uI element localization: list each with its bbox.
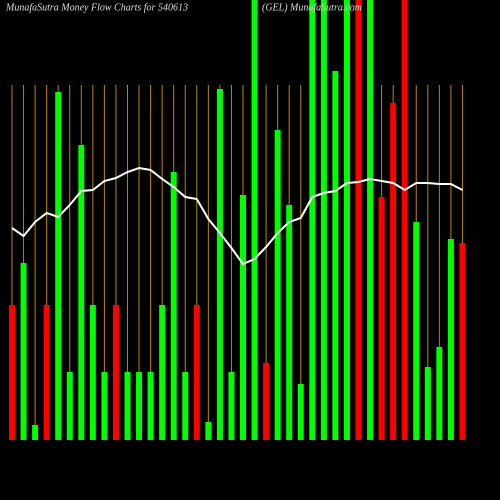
bar <box>101 372 108 440</box>
bar <box>216 89 223 440</box>
bar <box>378 197 385 440</box>
bar <box>413 222 420 440</box>
bar <box>170 172 177 440</box>
bar <box>436 347 443 440</box>
bar <box>332 71 339 440</box>
bar <box>240 195 246 440</box>
bar <box>424 367 431 440</box>
bar <box>447 239 454 440</box>
bar <box>355 0 362 440</box>
chart-title: MunafaSutra Money Flow Charts for 540613 <box>5 2 188 13</box>
bar <box>32 425 39 440</box>
bar <box>159 305 166 440</box>
bar <box>43 305 50 440</box>
bar <box>182 372 189 440</box>
bar <box>459 243 466 440</box>
chart-subtitle: (GEL) MunafaSutra.com <box>262 2 362 13</box>
bar <box>343 0 350 440</box>
bar <box>205 422 212 440</box>
bar <box>193 305 200 440</box>
bar <box>55 92 62 440</box>
bar <box>367 0 374 440</box>
bar <box>297 384 304 440</box>
bars <box>9 0 466 440</box>
bar <box>251 0 258 440</box>
bar <box>401 0 408 440</box>
bar <box>89 305 96 440</box>
money-flow-line <box>11 166 463 266</box>
bar <box>263 363 270 440</box>
bar <box>112 305 119 440</box>
bar <box>20 263 27 440</box>
bar <box>124 372 131 440</box>
bar <box>274 130 281 440</box>
bar <box>286 205 293 440</box>
bar <box>390 103 397 440</box>
bar <box>136 372 143 440</box>
bar <box>9 305 15 440</box>
bar <box>66 372 73 440</box>
bar <box>309 0 316 440</box>
bar <box>78 145 85 440</box>
bar <box>320 0 327 440</box>
bar <box>228 372 235 440</box>
bar <box>147 372 154 440</box>
